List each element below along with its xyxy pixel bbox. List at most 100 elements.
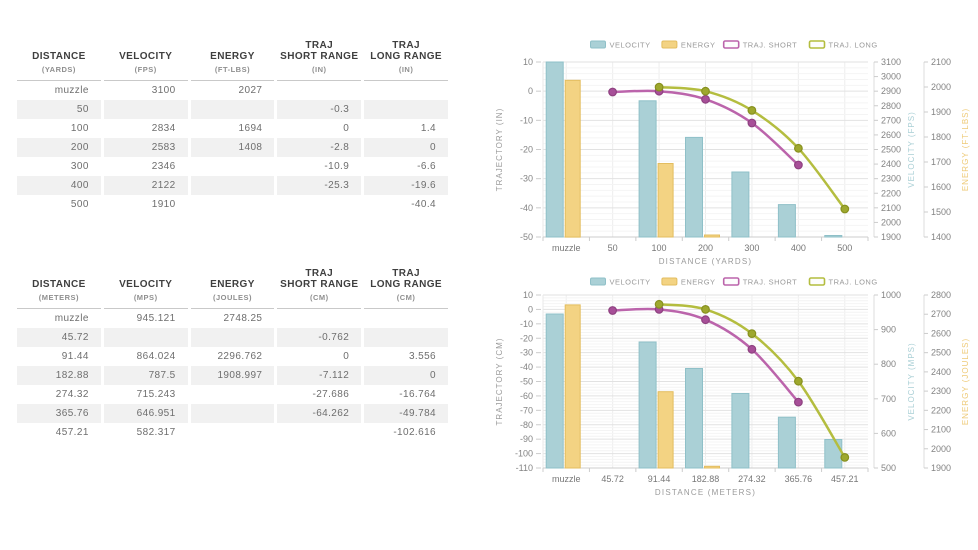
legend-item-velocity[interactable]: VELOCITY bbox=[590, 40, 651, 50]
table-cell: 0 bbox=[343, 351, 350, 362]
column-header: TRAJ LONG RANGE (IN) bbox=[364, 38, 448, 81]
table-cell: 100 bbox=[70, 123, 89, 134]
table-cell: 365.76 bbox=[17, 404, 101, 423]
legend-item-traj_short[interactable]: TRAJ. SHORT bbox=[722, 40, 798, 50]
legend-item-energy[interactable]: ENERGY bbox=[661, 277, 716, 287]
table-cell bbox=[191, 195, 275, 214]
svg-text:-10: -10 bbox=[520, 115, 533, 125]
chart-legend: VELOCITY ENERGY TRAJ. SHORT TRAJ. LONG bbox=[590, 40, 878, 50]
horizontal-gridlines bbox=[543, 294, 868, 469]
table-cell bbox=[191, 423, 275, 442]
legend-item-traj_long[interactable]: TRAJ. LONG bbox=[808, 277, 878, 287]
column-header: DISTANCE (YARDS) bbox=[17, 38, 101, 81]
svg-text:1900: 1900 bbox=[881, 232, 901, 242]
table-cell: 1910 bbox=[151, 199, 176, 210]
legend-item-energy[interactable]: ENERGY bbox=[661, 40, 716, 50]
svg-text:2600: 2600 bbox=[881, 130, 901, 140]
column-unit: (JOULES) bbox=[212, 293, 252, 302]
table-cell: muzzle bbox=[54, 85, 89, 96]
table-row: muzzle 3100 2027 bbox=[17, 81, 448, 100]
svg-text:-50: -50 bbox=[520, 377, 533, 387]
distance-axis: muzzle 50 100 200 300 400 500 DISTANCE (YARDS) bbox=[542, 236, 869, 266]
traj_short-line bbox=[608, 305, 803, 407]
svg-text:2000: 2000 bbox=[931, 444, 951, 454]
table-row: 400 2122 -25.3 -19.6 bbox=[17, 176, 448, 195]
traj_long-point bbox=[654, 299, 664, 309]
svg-text:3000: 3000 bbox=[881, 72, 901, 82]
traj_long-point bbox=[701, 305, 710, 314]
energy-axis: 2800 2700 2600 2500 2400 2300 2200 2100 2000 1900… bbox=[923, 290, 970, 473]
table-cell: -40.4 bbox=[411, 199, 436, 210]
svg-text:-50: -50 bbox=[520, 232, 533, 242]
legend-item-traj_long[interactable]: TRAJ. LONG bbox=[808, 40, 878, 50]
svg-text:2300: 2300 bbox=[931, 386, 951, 396]
table-cell: 1408 bbox=[190, 138, 275, 157]
svg-text:TRAJ. SHORT: TRAJ. SHORT bbox=[743, 41, 798, 50]
table-cell: 0 bbox=[343, 123, 350, 134]
traj_long-point bbox=[654, 82, 664, 92]
traj_short-line bbox=[608, 86, 803, 170]
svg-text:muzzle: muzzle bbox=[552, 243, 581, 253]
svg-text:10: 10 bbox=[523, 57, 533, 67]
traj_long-point bbox=[794, 143, 803, 153]
table-header-row: DISTANCE (YARDS) VELOCITY (FPS) ENERGY (FT-LB… bbox=[17, 38, 448, 81]
distance-axis: muzzle 45.72 91.44 182.88 274.32 365.76 457.21… bbox=[542, 467, 869, 497]
svg-text:1700: 1700 bbox=[931, 157, 951, 167]
svg-text:-40: -40 bbox=[520, 362, 533, 372]
table-row: 100 2834 1694 0 1.4 bbox=[17, 119, 448, 138]
svg-text:TRAJ. SHORT: TRAJ. SHORT bbox=[743, 278, 798, 287]
column-unit: (MPS) bbox=[133, 293, 158, 302]
table-cell: -27.686 bbox=[312, 389, 350, 400]
svg-text:1500: 1500 bbox=[931, 207, 951, 217]
svg-text:-10: -10 bbox=[520, 319, 533, 329]
table-cell bbox=[277, 81, 361, 100]
velocity-bar bbox=[731, 393, 750, 469]
table-cell bbox=[277, 423, 361, 442]
svg-text:1400: 1400 bbox=[931, 232, 951, 242]
svg-text:50: 50 bbox=[608, 243, 618, 253]
svg-text:500: 500 bbox=[837, 243, 852, 253]
column-unit: (YARDS) bbox=[41, 65, 76, 74]
table-row: 274.32 715.243 -27.686 -16.764 bbox=[17, 385, 448, 404]
svg-text:-80: -80 bbox=[520, 420, 533, 430]
column-header: TRAJ SHORT RANGE (IN) bbox=[277, 38, 362, 81]
svg-text:TRAJ. LONG: TRAJ. LONG bbox=[829, 41, 878, 50]
energy-axis: 2100 2000 1900 1800 1700 1600 1500 1400 ENERGY (… bbox=[923, 57, 970, 242]
svg-text:2500: 2500 bbox=[881, 145, 901, 155]
table-cell bbox=[103, 328, 188, 347]
svg-text:-20: -20 bbox=[520, 333, 533, 343]
table-cell: -16.764 bbox=[399, 389, 436, 400]
svg-text:1600: 1600 bbox=[931, 182, 951, 192]
legend-item-traj_short[interactable]: TRAJ. SHORT bbox=[722, 277, 798, 287]
svg-text:900: 900 bbox=[881, 325, 896, 335]
svg-text:1000: 1000 bbox=[881, 290, 901, 300]
table-cell: -0.762 bbox=[277, 328, 362, 347]
svg-text:-90: -90 bbox=[520, 434, 533, 444]
legend-swatch-traj_short bbox=[722, 40, 740, 49]
svg-text:-60: -60 bbox=[520, 391, 533, 401]
table-cell bbox=[277, 195, 361, 214]
svg-text:0: 0 bbox=[528, 304, 533, 314]
table-cell: -10.9 bbox=[324, 161, 350, 172]
svg-text:1900: 1900 bbox=[931, 107, 951, 117]
column-unit: (IN) bbox=[312, 65, 327, 74]
table-cell: -49.784 bbox=[364, 404, 448, 423]
svg-text:91.44: 91.44 bbox=[648, 474, 671, 484]
traj_short-point bbox=[794, 397, 803, 407]
column-header: ENERGY (FT-LBS) bbox=[190, 38, 275, 81]
table-cell: 0 bbox=[364, 138, 448, 157]
table-cell: 646.951 bbox=[103, 404, 188, 423]
table-cell: 787.5 bbox=[103, 366, 188, 385]
svg-text:TRAJ. LONG: TRAJ. LONG bbox=[829, 278, 878, 287]
table-cell: 457.21 bbox=[55, 427, 89, 438]
table-cell: 582.317 bbox=[136, 427, 176, 438]
traj_short-point bbox=[608, 87, 617, 97]
table-row: 300 2346 -10.9 -6.6 bbox=[17, 157, 448, 176]
legend-item-velocity[interactable]: VELOCITY bbox=[590, 277, 651, 287]
svg-text:300: 300 bbox=[744, 243, 759, 253]
velocity-axis: 1000 900 800 700 600 500 VELOCITY (MPS) bbox=[873, 290, 916, 473]
svg-text:2100: 2100 bbox=[881, 203, 901, 213]
legend-swatch-traj_short bbox=[722, 277, 740, 286]
column-label: TRAJ LONG RANGE bbox=[370, 40, 442, 62]
column-unit: (FPS) bbox=[134, 65, 157, 74]
